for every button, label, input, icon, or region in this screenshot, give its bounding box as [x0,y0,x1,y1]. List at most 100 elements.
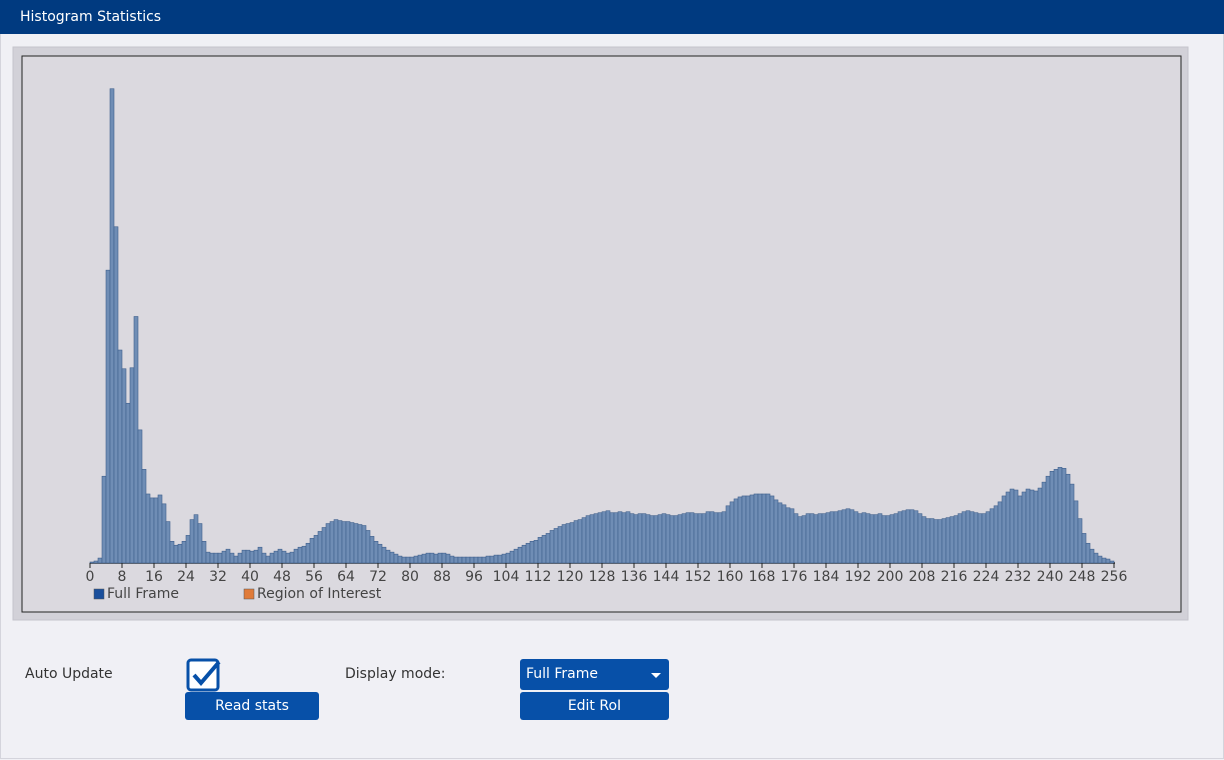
bar [465,556,471,564]
bar [901,510,907,564]
bar [561,524,567,564]
bar [245,549,251,564]
bar [357,524,363,564]
bar [349,522,355,564]
bar [913,510,919,564]
bar [761,493,767,564]
bar [773,499,779,564]
bar [461,556,467,564]
bar [469,556,475,564]
bar [1013,489,1019,564]
bar [681,513,687,564]
bar [1037,487,1043,564]
bar [665,514,671,564]
bar [101,475,107,564]
auto-update-label: Auto Update [25,666,113,682]
bar [449,555,455,564]
bar [517,546,523,564]
bar [941,518,947,564]
x-tick-label: 128 [589,569,616,585]
bar [1009,488,1015,564]
bar [129,367,135,564]
bar [1073,500,1079,564]
bar [685,512,691,564]
bar [573,520,579,564]
bar [877,513,883,564]
chart: 0 8 16 24 32 40 48 56 64 72 80 88 96 104 112 120 128 136 1… [12,46,1189,621]
edit-roi-button[interactable]: Edit RoI [520,692,669,720]
read-stats-button[interactable]: Read stats [185,692,319,720]
bar [233,555,239,564]
bar [553,528,559,564]
bar [641,513,647,564]
bar [729,501,735,564]
bar [157,494,163,564]
bar [961,511,967,564]
bar [185,535,191,564]
bar [801,515,807,564]
display-mode-label: Display mode: [345,666,446,682]
bar [997,501,1003,564]
x-tick-label: 224 [973,569,1000,585]
bar [741,495,747,564]
bar [313,535,319,564]
bar [889,514,895,564]
x-tick-label: 120 [557,569,584,585]
bar [161,503,167,564]
bar [509,550,515,564]
bar [721,511,727,564]
bar [617,511,623,564]
bar [393,553,399,564]
bar [501,553,507,564]
bar [1041,481,1047,564]
bar [473,556,479,564]
bar [229,552,235,564]
bar [973,512,979,564]
bar [145,493,151,564]
checkbox[interactable] [186,658,222,692]
bar [153,497,159,564]
bar [957,513,963,564]
bar [693,513,699,564]
x-tick-label: 72 [369,569,387,585]
bar [525,542,531,564]
bar [737,496,743,564]
bar [205,551,211,564]
x-tick-label: 216 [941,569,968,585]
x-tick-label: 40 [241,569,259,585]
bar [369,536,375,564]
bar [121,368,127,564]
bar [857,513,863,564]
display-mode-dropdown[interactable]: Full Frame [520,659,669,690]
bar [881,515,887,564]
bar [653,515,659,564]
bar [209,552,215,564]
bar [637,513,643,564]
x-tick-label: 232 [1005,569,1032,585]
bar [669,515,675,564]
bar [421,553,427,564]
bar [1021,491,1027,564]
bar [645,514,651,564]
bar [613,512,619,564]
bar [1057,467,1063,564]
bar [781,504,787,564]
bar [453,556,459,564]
bar [409,556,415,564]
bar [805,513,811,564]
bar [933,519,939,564]
bar [597,512,603,564]
bar [1001,495,1007,564]
bar [977,513,983,564]
x-tick-label: 24 [177,569,195,585]
bar [873,514,879,564]
bar [405,556,411,564]
x-tick-label: 152 [685,569,712,585]
bar [285,552,291,564]
x-tick-label: 168 [749,569,776,585]
x-tick-label: 96 [465,569,483,585]
bar [261,552,267,564]
bar [925,518,931,564]
bar [429,552,435,564]
bar [633,514,639,564]
